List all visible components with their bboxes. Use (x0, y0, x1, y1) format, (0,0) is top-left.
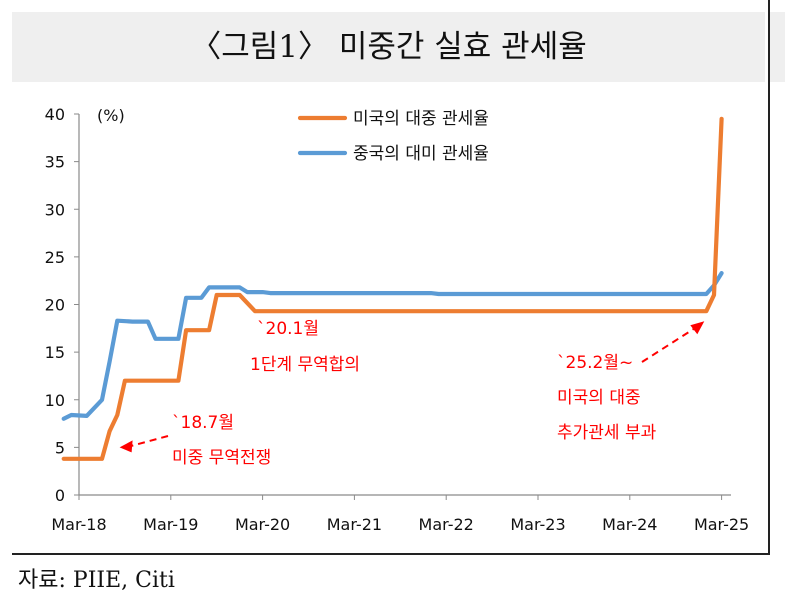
y-unit-label: (%) (97, 106, 125, 125)
y-tick-label: 15 (45, 343, 65, 362)
x-tick-label: Mar-21 (327, 515, 382, 534)
title-bar-right-segment (768, 12, 785, 82)
annotation-arrow-2025 (641, 326, 697, 363)
annotation-2025-line3: 추가관세 부과 (557, 423, 657, 443)
chart-title: 〈그림1〉 미중간 실효 관세율 (190, 29, 587, 65)
frame-right-border (768, 0, 770, 555)
tariff-line-chart: 0 5 10 15 20 25 30 35 40 Mar-18 Mar-19 Mar-20 Mar-21… (45, 105, 750, 534)
y-tick-label: 0 (55, 486, 65, 505)
annotation-arrow-2018 (129, 435, 169, 448)
annotation-2025-line2: 미국의 대중 (557, 388, 641, 408)
axes: 0 5 10 15 20 25 30 35 40 Mar-18 Mar-19 Mar-20 Mar-21… (45, 105, 750, 534)
x-tick-label: Mar-22 (419, 515, 474, 534)
x-tick-label: Mar-18 (51, 515, 106, 534)
x-tick-label: Mar-25 (694, 515, 749, 534)
frame-bottom-border (12, 553, 770, 555)
annotation-2020-line2: 1단계 무역합의 (250, 355, 360, 375)
y-tick-label: 20 (45, 296, 65, 315)
y-tick-label: 40 (45, 105, 65, 124)
y-tick-label: 5 (55, 438, 65, 457)
series-line-china (61, 271, 724, 421)
y-tick-label: 10 (45, 391, 65, 410)
x-tick-label: Mar-19 (143, 515, 198, 534)
annotation-arrowhead-2018 (119, 440, 133, 453)
y-tick-label: 35 (45, 153, 65, 172)
x-tick-label: Mar-20 (235, 515, 290, 534)
legend-label-0: 미국의 대중 관세율 (353, 109, 489, 129)
source-note: 자료: PIIE, Citi (18, 568, 175, 593)
annotation-arrowhead-2025 (690, 321, 705, 335)
series-layer (61, 116, 724, 461)
legend-label-1: 중국의 대미 관세율 (353, 144, 489, 164)
title-bar: 〈그림1〉 미중간 실효 관세율 (12, 12, 765, 82)
x-tick-label: Mar-23 (510, 515, 565, 534)
x-tick-label: Mar-24 (602, 515, 657, 534)
y-tick-label: 25 (45, 248, 65, 267)
annotation-2020-line1: `20.1월 (257, 319, 319, 339)
series-line-us (61, 116, 724, 461)
annotation-2018-line1: `18.7월 (172, 413, 234, 433)
annotation-2018-line2: 미중 무역전쟁 (172, 448, 271, 468)
annotation-2025-line1: `25.2월~ (557, 353, 633, 373)
y-tick-label: 30 (45, 200, 65, 219)
